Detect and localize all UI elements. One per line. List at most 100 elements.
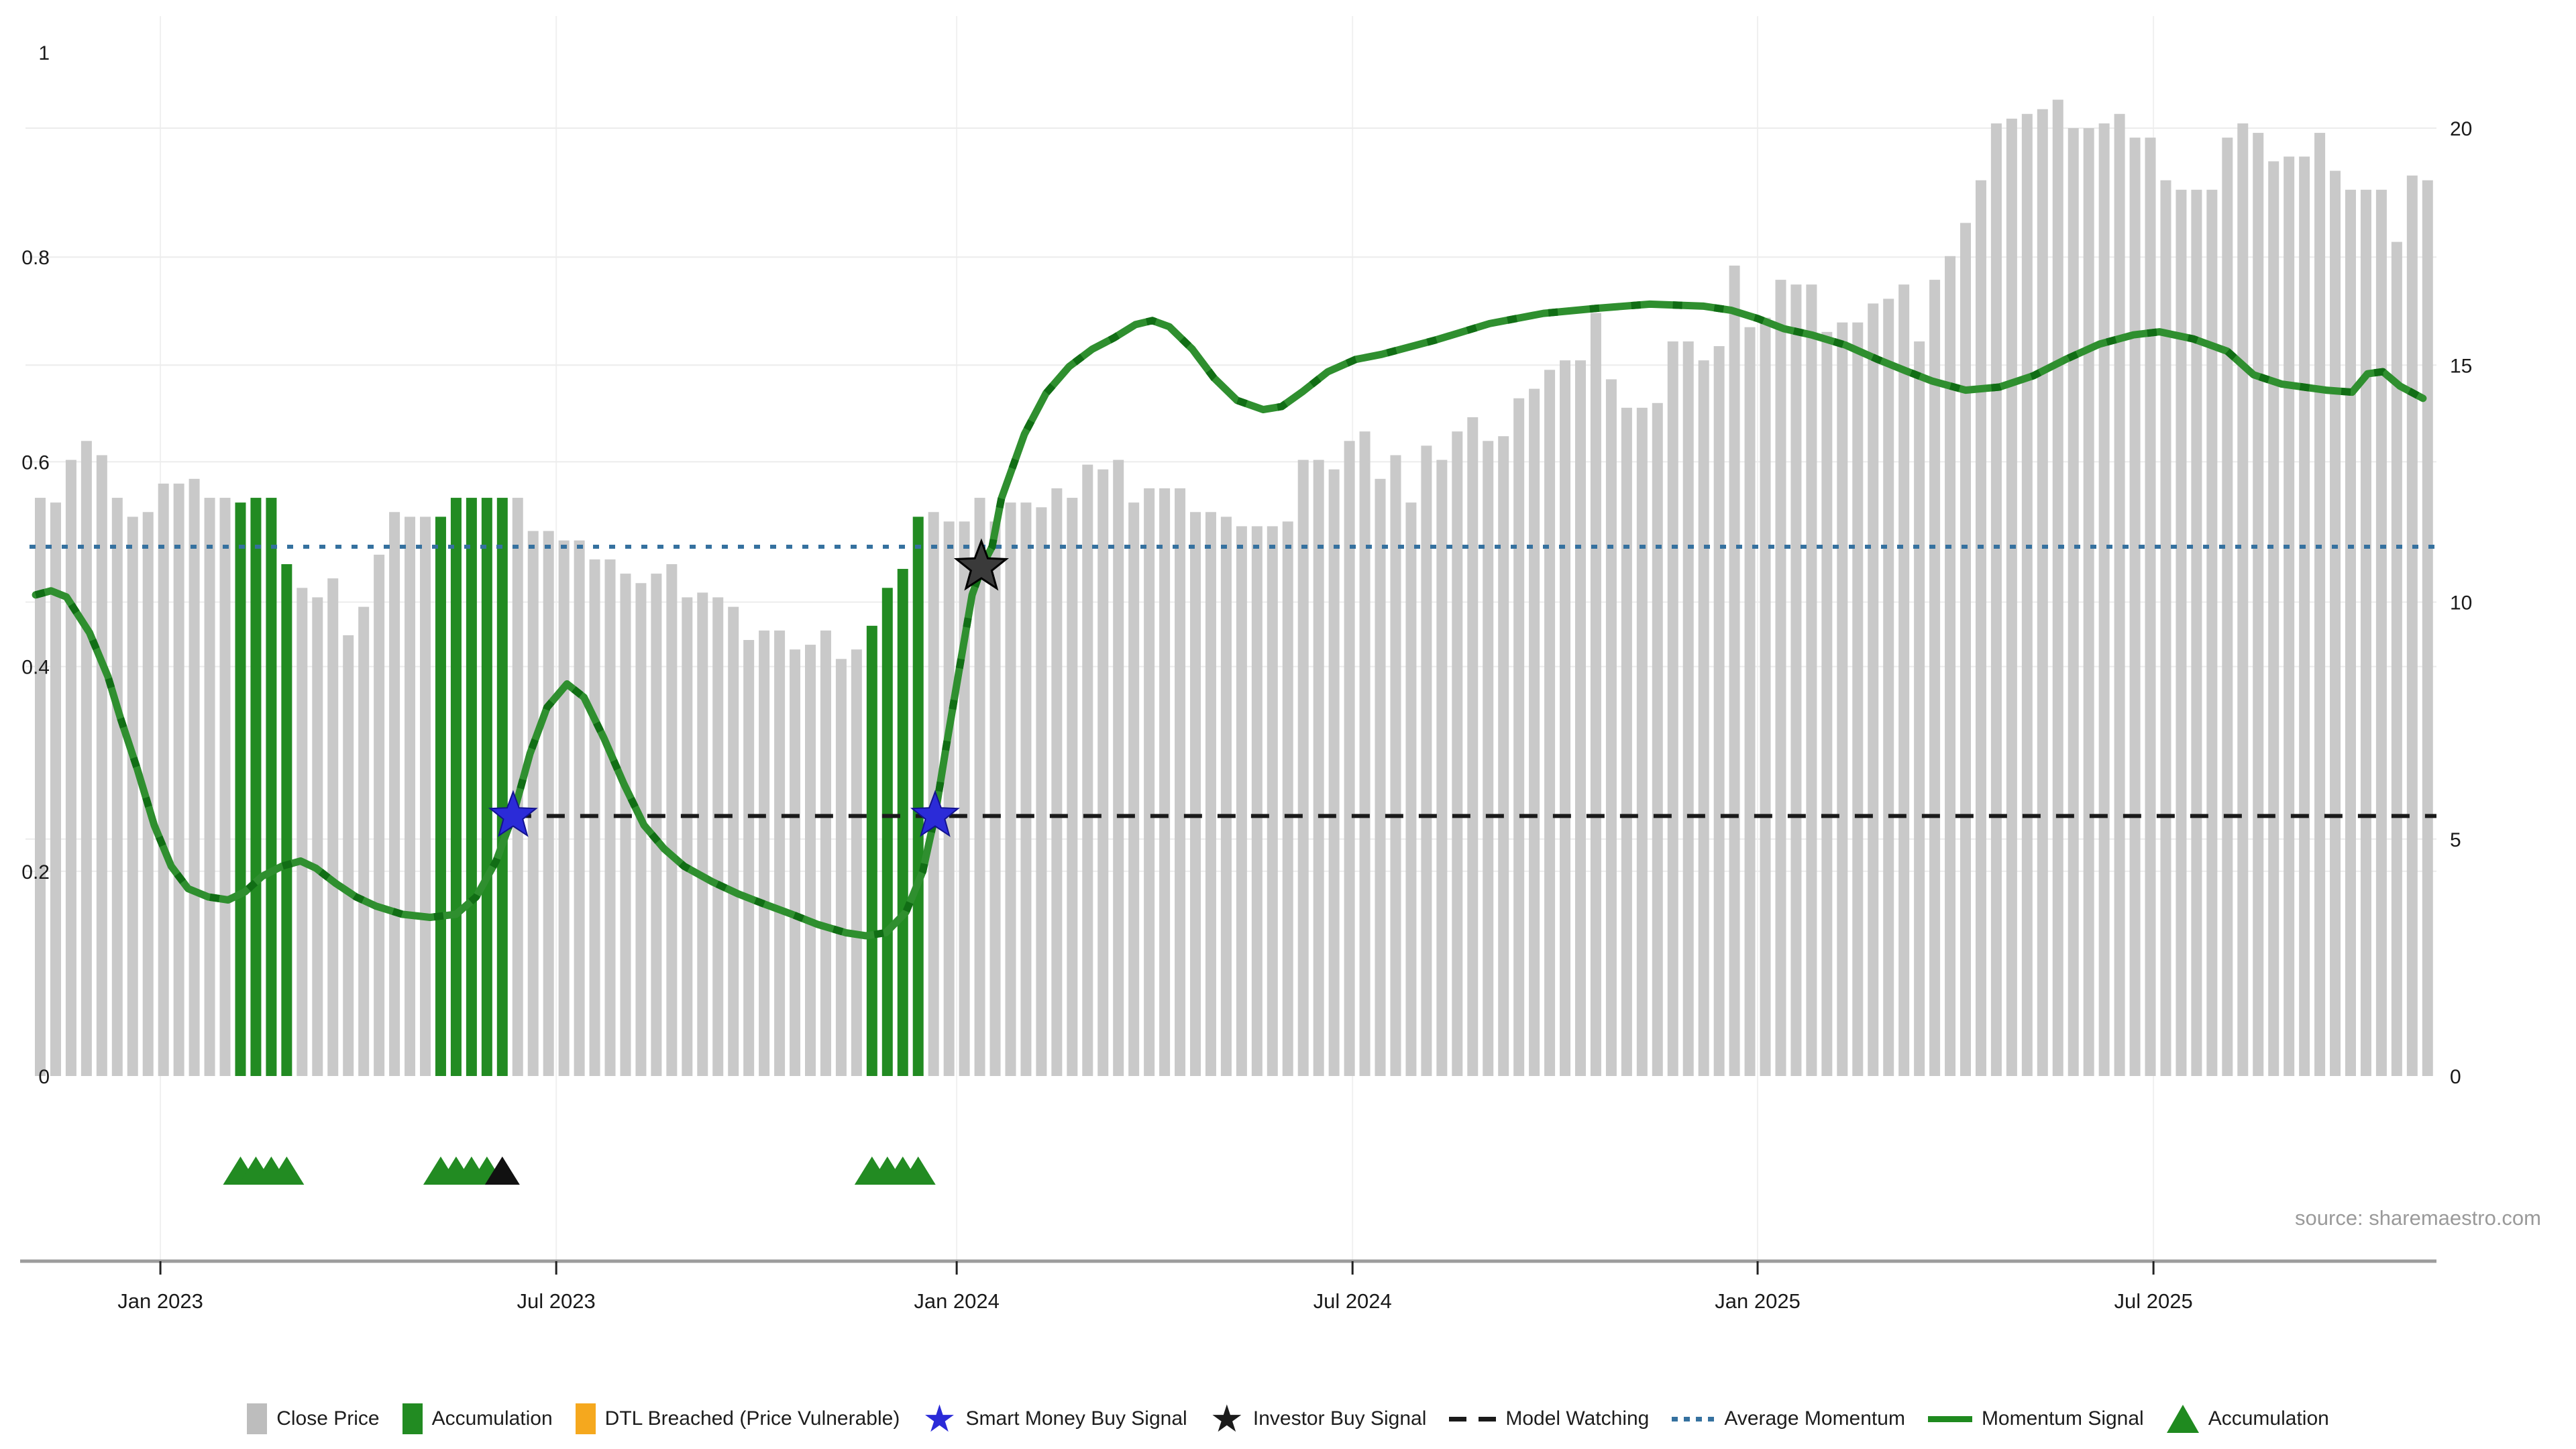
close-price-bar	[312, 597, 323, 1076]
close-price-bar	[2145, 138, 2156, 1076]
close-price-bar	[527, 531, 539, 1076]
close-price-bar	[2375, 189, 2387, 1077]
accumulation-bar	[281, 564, 292, 1076]
x-axis-tick-label: Jan 2025	[1715, 1289, 1801, 1313]
close-price-bar	[1806, 284, 1817, 1076]
close-price-bar	[1575, 360, 1586, 1076]
chart-legend: Close Price Accumulation DTL Breached (Pri…	[0, 1400, 2576, 1438]
close-price-bar	[405, 517, 416, 1076]
close-price-bar	[2406, 175, 2418, 1076]
close-price-bar	[1744, 327, 1756, 1077]
close-price-bar	[65, 460, 76, 1076]
close-price-bar	[1960, 223, 1971, 1076]
close-price-bar	[127, 517, 138, 1076]
close-price-bar	[1405, 502, 1417, 1076]
close-price-bar	[1929, 280, 1941, 1077]
close-price-bar	[1359, 431, 1371, 1076]
left-axis-tick-label: 0.6	[21, 451, 50, 474]
legend-item-investor-buy-signal: ★ Investor Buy Signal	[1210, 1400, 1427, 1438]
close-price-bar	[1344, 441, 1355, 1076]
close-price-bar	[2191, 189, 2202, 1077]
close-price-bar	[1698, 360, 1709, 1076]
close-price-bar	[928, 512, 939, 1076]
close-price-bar	[1513, 398, 1525, 1076]
close-price-bar	[297, 588, 308, 1076]
close-price-bar	[2206, 189, 2218, 1077]
close-price-bar	[2284, 156, 2295, 1076]
close-price-bar	[2253, 133, 2264, 1077]
accumulation-bar	[481, 498, 492, 1076]
accumulation-triangle-icon	[900, 1157, 936, 1185]
left-axis-tick-label: 0.2	[21, 861, 50, 883]
close-price-bar	[651, 574, 662, 1076]
close-price-bar	[1421, 445, 1432, 1076]
legend-item-momentum-signal: Momentum Signal	[1927, 1407, 2144, 1430]
legend-label: Smart Money Buy Signal	[965, 1407, 1187, 1430]
legend-item-close-price: Close Price	[247, 1403, 380, 1434]
legend-label: Accumulation	[2208, 1407, 2329, 1430]
legend-triangle-icon	[2166, 1405, 2199, 1433]
close-price-bar	[974, 498, 985, 1076]
investor-buy-signal-star-icon	[953, 538, 1009, 591]
legend-swatch-bar	[402, 1403, 423, 1434]
close-price-bar	[1036, 507, 1047, 1076]
close-price-bar	[558, 540, 570, 1076]
accumulation-bar	[266, 498, 277, 1076]
accumulation-bar	[450, 498, 462, 1076]
close-price-bar	[712, 597, 724, 1076]
close-price-bar	[728, 606, 739, 1076]
close-price-bar	[1190, 512, 1201, 1076]
legend-item-dtl-breached-price-vulnerable-: DTL Breached (Price Vulnerable)	[575, 1403, 900, 1434]
legend-label: Model Watching	[1505, 1407, 1650, 1430]
x-axis-tick-label: Jul 2025	[2114, 1289, 2193, 1313]
legend-item-model-watching: Model Watching	[1449, 1407, 1649, 1430]
close-price-bar	[851, 649, 862, 1076]
legend-swatch-bar	[247, 1403, 268, 1434]
close-price-bar	[358, 606, 370, 1076]
close-price-bar	[743, 640, 755, 1076]
close-price-bar	[2299, 156, 2310, 1076]
close-price-bar	[2360, 189, 2371, 1077]
legend-label: Close Price	[276, 1407, 380, 1430]
close-price-bar	[943, 521, 955, 1076]
close-price-bar	[96, 455, 107, 1076]
close-price-bar	[790, 649, 801, 1076]
close-price-bar	[697, 592, 708, 1076]
close-price-bar	[1467, 417, 1479, 1076]
close-price-bar	[1159, 488, 1171, 1076]
accumulation-bar	[435, 517, 446, 1076]
close-price-bar	[1605, 379, 1617, 1076]
close-price-bar	[620, 574, 631, 1076]
close-price-bar	[1560, 360, 1571, 1076]
close-price-bar	[1082, 464, 1093, 1076]
close-price-bar	[1945, 256, 1956, 1076]
close-price-bar	[50, 502, 61, 1076]
accumulation-bar	[881, 588, 893, 1076]
x-axis-tick-label: Jan 2023	[117, 1289, 203, 1313]
close-price-bar	[2160, 180, 2171, 1077]
close-price-bar	[204, 498, 215, 1076]
right-axis-tick-label: 0	[2450, 1066, 2461, 1088]
close-price-bar	[1436, 460, 1448, 1076]
close-price-bar	[2129, 138, 2141, 1076]
close-price-bar	[80, 441, 92, 1076]
close-price-bar	[1175, 488, 1186, 1076]
close-price-bar	[111, 498, 123, 1076]
legend-label: Accumulation	[431, 1407, 553, 1430]
legend-swatch-bar	[575, 1403, 596, 1434]
black-triangle-icon	[484, 1157, 520, 1185]
x-axis-tick-label: Jul 2024	[1313, 1289, 1392, 1313]
close-price-bar	[1267, 526, 1278, 1076]
close-price-bar	[1729, 265, 1740, 1076]
close-price-bar	[1790, 284, 1802, 1076]
close-price-bar	[1544, 370, 1556, 1077]
close-price-bar	[1251, 526, 1263, 1076]
close-price-bar	[2345, 189, 2356, 1077]
close-price-bar	[1760, 317, 1771, 1077]
close-price-bar	[374, 554, 385, 1076]
smart-money-buy-signal-star-icon	[910, 790, 960, 837]
close-price-bar	[2422, 180, 2433, 1077]
legend-label: Investor Buy Signal	[1252, 1407, 1427, 1430]
close-price-bar	[2391, 241, 2402, 1076]
